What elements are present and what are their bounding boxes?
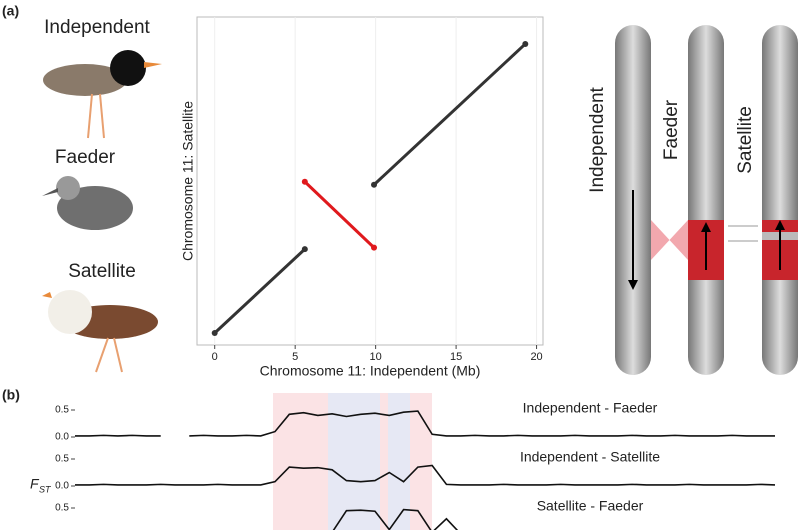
x-tick-label: 5 (292, 351, 298, 363)
fst-line (75, 434, 161, 437)
data-line (373, 42, 527, 186)
data-line (213, 248, 306, 335)
fst-label: F (30, 476, 40, 492)
panel-title: Independent - Faeder (523, 400, 658, 416)
x-axis-label: Chromosome 11: Independent (Mb) (260, 363, 481, 379)
bird-label: Satellite (68, 261, 136, 282)
data-point (211, 330, 218, 337)
plot-area (196, 16, 544, 346)
data-point (371, 181, 378, 188)
diagram-label: Independent (587, 86, 608, 192)
bird-label: Independent (44, 17, 150, 38)
data-line (303, 180, 376, 249)
panel-title: Independent - Satellite (520, 449, 660, 465)
x-tick-label: 15 (450, 351, 462, 363)
panel-title: Satellite - Faeder (537, 498, 644, 514)
panel-label: (b) (2, 387, 20, 403)
bird-icon (42, 290, 158, 373)
diagram-label: Faeder (661, 99, 682, 160)
chromosome-diagram (615, 25, 798, 375)
data-point (522, 40, 529, 47)
x-tick-label: 20 (530, 351, 542, 363)
y-tick-label: 0.0 (55, 432, 69, 443)
fst-label: ST (39, 484, 52, 494)
x-tick-label: 10 (370, 351, 382, 363)
data-point (371, 244, 378, 251)
y-tick-label: 0.5 (55, 503, 69, 514)
panel-label: (a) (2, 3, 19, 19)
y-tick-label: 0.5 (55, 405, 69, 416)
fst-line (189, 410, 775, 437)
data-point (301, 246, 308, 253)
data-point (301, 178, 308, 185)
fst-line (75, 464, 776, 486)
bird-label: Faeder (55, 147, 116, 168)
y-tick-label: 0.5 (55, 454, 69, 465)
bird-icon (42, 176, 133, 230)
x-tick-label: 0 (212, 351, 218, 363)
diagram-label: Satellite (735, 106, 756, 174)
y-axis-label: Chromosome 11: Satellite (180, 101, 196, 261)
fst-line (332, 508, 459, 530)
y-tick-label: 0.0 (55, 481, 69, 492)
bird-icon (43, 50, 162, 139)
